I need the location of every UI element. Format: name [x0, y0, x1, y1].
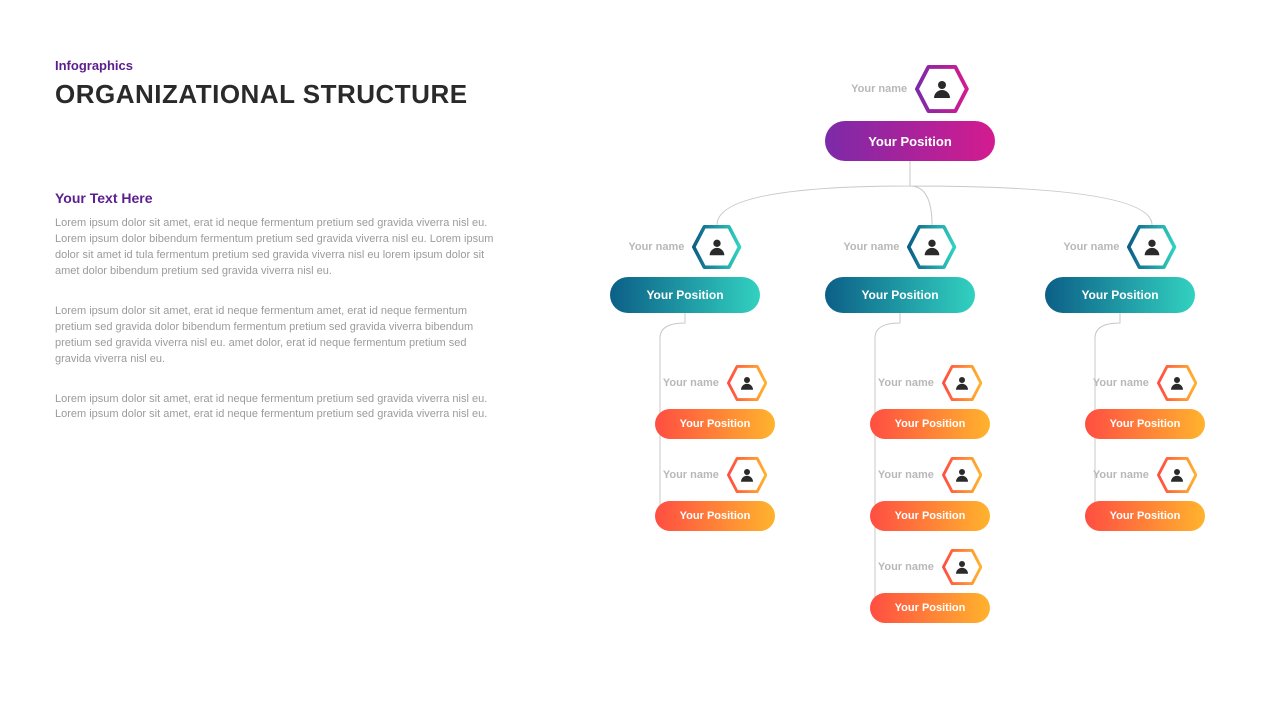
position-pill: Your Position — [610, 277, 760, 313]
org-node-l2: Your name Your Position — [825, 225, 975, 313]
node-name: Your name — [1093, 377, 1149, 389]
org-node-l3: Your name Your Position — [655, 457, 775, 531]
position-pill: Your Position — [1085, 501, 1205, 531]
position-pill: Your Position — [870, 409, 990, 439]
node-name: Your name — [663, 469, 719, 481]
person-hexagon-icon — [942, 365, 982, 401]
node-name: Your name — [663, 377, 719, 389]
org-node-l3: Your name Your Position — [1085, 457, 1205, 531]
person-hexagon-icon — [727, 365, 767, 401]
person-hexagon-icon — [1157, 457, 1197, 493]
org-node-l3: Your name Your Position — [655, 365, 775, 439]
org-node-root: Your name Your Position — [825, 65, 995, 161]
body-paragraph: Lorem ipsum dolor sit amet, erat id nequ… — [55, 304, 495, 368]
person-hexagon-icon — [692, 225, 741, 269]
org-node-l3: Your name Your Position — [870, 549, 990, 623]
org-node-l2: Your name Your Position — [1045, 225, 1195, 313]
org-node-l3: Your name Your Position — [1085, 365, 1205, 439]
node-name: Your name — [878, 469, 934, 481]
position-pill: Your Position — [825, 121, 995, 161]
node-name: Your name — [851, 83, 907, 95]
person-hexagon-icon — [915, 65, 969, 113]
node-name: Your name — [1093, 469, 1149, 481]
position-pill: Your Position — [1045, 277, 1195, 313]
person-hexagon-icon — [907, 225, 956, 269]
position-pill: Your Position — [655, 409, 775, 439]
org-chart: Your name Your PositionYour name Your Po… — [540, 65, 1250, 705]
org-node-l3: Your name Your Position — [870, 365, 990, 439]
body-paragraph: Lorem ipsum dolor sit amet, erat id nequ… — [55, 392, 495, 424]
position-pill: Your Position — [870, 593, 990, 623]
person-hexagon-icon — [942, 549, 982, 585]
subtitle: Infographics — [55, 58, 495, 73]
position-pill: Your Position — [870, 501, 990, 531]
section-heading: Your Text Here — [55, 190, 495, 206]
org-node-l3: Your name Your Position — [870, 457, 990, 531]
page-title: ORGANIZATIONAL STRUCTURE — [55, 79, 495, 110]
position-pill: Your Position — [825, 277, 975, 313]
body-paragraph: Lorem ipsum dolor sit amet, erat id nequ… — [55, 216, 495, 280]
node-name: Your name — [1063, 241, 1119, 253]
person-hexagon-icon — [1127, 225, 1176, 269]
node-name: Your name — [628, 241, 684, 253]
org-node-l2: Your name Your Position — [610, 225, 760, 313]
node-name: Your name — [843, 241, 899, 253]
person-hexagon-icon — [942, 457, 982, 493]
node-name: Your name — [878, 377, 934, 389]
position-pill: Your Position — [655, 501, 775, 531]
person-hexagon-icon — [1157, 365, 1197, 401]
node-name: Your name — [878, 561, 934, 573]
position-pill: Your Position — [1085, 409, 1205, 439]
person-hexagon-icon — [727, 457, 767, 493]
